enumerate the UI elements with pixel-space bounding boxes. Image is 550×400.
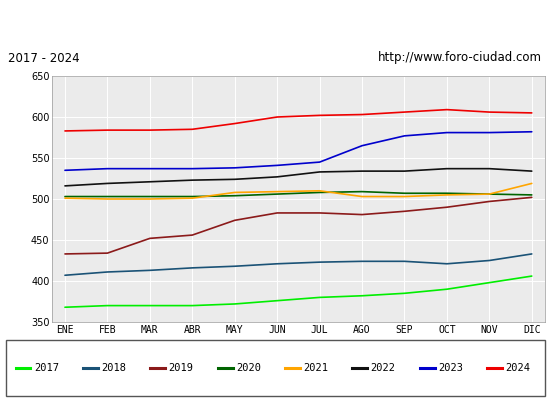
- Text: 2023: 2023: [438, 363, 463, 373]
- Text: 2017: 2017: [34, 363, 59, 373]
- Text: Evolucion num de emigrantes en Mairena del Aljarafe: Evolucion num de emigrantes en Mairena d…: [78, 14, 472, 28]
- Text: 2020: 2020: [236, 363, 261, 373]
- Text: 2021: 2021: [303, 363, 328, 373]
- Text: 2018: 2018: [101, 363, 126, 373]
- Text: 2024: 2024: [505, 363, 530, 373]
- Text: 2019: 2019: [168, 363, 194, 373]
- Text: 2022: 2022: [371, 363, 395, 373]
- Text: 2017 - 2024: 2017 - 2024: [8, 52, 80, 64]
- Text: http://www.foro-ciudad.com: http://www.foro-ciudad.com: [378, 52, 542, 64]
